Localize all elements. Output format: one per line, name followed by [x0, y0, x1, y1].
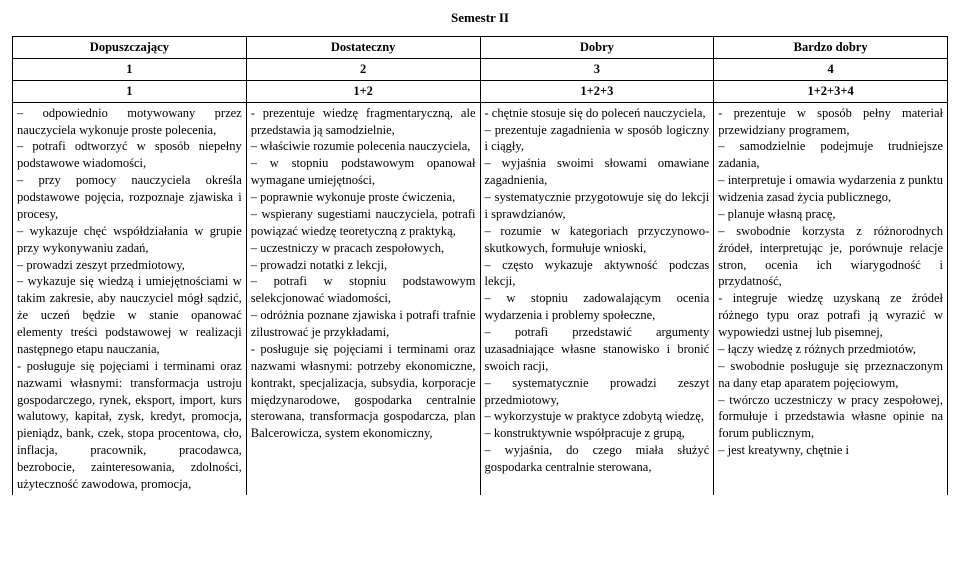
col-header-2: Dostateczny — [246, 37, 480, 59]
page-title: Semestr II — [12, 6, 948, 36]
cell-col2: - prezentuje wiedzę fragmentaryczną, ale… — [246, 102, 480, 495]
col-header-3: Dobry — [480, 37, 714, 59]
content-row: – odpowiednio motywowany przez nauczycie… — [13, 102, 948, 495]
header-row-formulas: 1 1+2 1+2+3 1+2+3+4 — [13, 80, 948, 102]
col-formula-1: 1 — [13, 80, 247, 102]
header-row-numbers: 1 2 3 4 — [13, 58, 948, 80]
grades-table: Dopuszczający Dostateczny Dobry Bardzo d… — [12, 36, 948, 495]
col-number-3: 3 — [480, 58, 714, 80]
col-header-4: Bardzo dobry — [714, 37, 948, 59]
cell-col4: - prezentuje w sposób pełny materiał prz… — [714, 102, 948, 495]
cell-col3-text: - chętnie stosuje się do poleceń nauczyc… — [485, 105, 710, 476]
cell-col1-text: – odpowiednio motywowany przez nauczycie… — [17, 105, 242, 493]
cell-col3: - chętnie stosuje się do poleceń nauczyc… — [480, 102, 714, 495]
cell-col1: – odpowiednio motywowany przez nauczycie… — [13, 102, 247, 495]
col-number-1: 1 — [13, 58, 247, 80]
col-formula-4: 1+2+3+4 — [714, 80, 948, 102]
col-number-2: 2 — [246, 58, 480, 80]
col-header-1: Dopuszczający — [13, 37, 247, 59]
col-formula-3: 1+2+3 — [480, 80, 714, 102]
cell-col4-text: - prezentuje w sposób pełny materiał prz… — [718, 105, 943, 459]
col-formula-2: 1+2 — [246, 80, 480, 102]
col-number-4: 4 — [714, 58, 948, 80]
header-row-grades: Dopuszczający Dostateczny Dobry Bardzo d… — [13, 37, 948, 59]
cell-col2-text: - prezentuje wiedzę fragmentaryczną, ale… — [251, 105, 476, 443]
